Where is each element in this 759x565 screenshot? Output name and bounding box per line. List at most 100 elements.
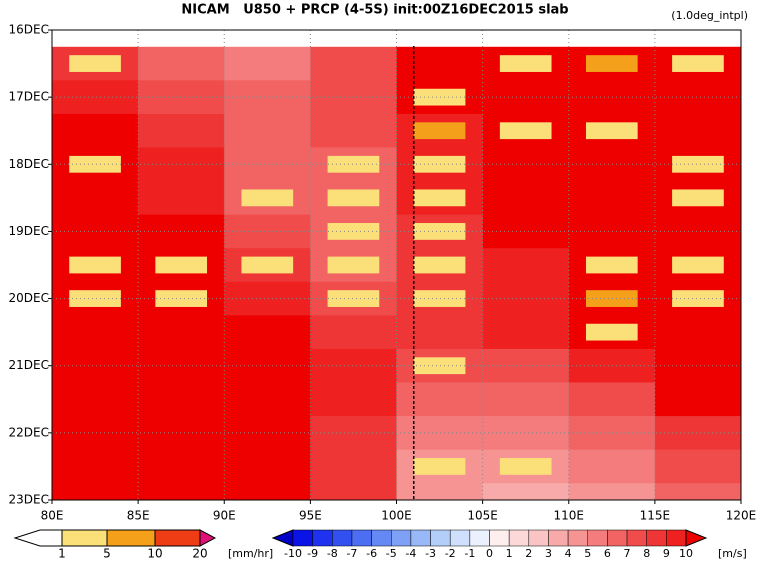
- u850-cell: [138, 46, 225, 81]
- precip-cell: [499, 55, 552, 72]
- u850-cell: [654, 382, 742, 417]
- u850-cell: [482, 382, 570, 417]
- u850-cell: [224, 483, 311, 501]
- colorbar-label: -10: [284, 547, 302, 560]
- y-tick-label: 16DEC: [9, 23, 49, 37]
- u850-cell: [482, 348, 570, 383]
- y-tick-label: 18DEC: [9, 157, 49, 171]
- colorbar-segment: [567, 529, 588, 547]
- u850-cell: [482, 315, 570, 350]
- colorbar-segment: [469, 529, 490, 547]
- u850-cell: [138, 449, 225, 484]
- u850-cell: [52, 449, 139, 484]
- x-tick-label: 115E: [640, 509, 671, 523]
- precip-cell: [585, 290, 638, 307]
- y-tick-label: 20DEC: [9, 291, 49, 305]
- colorbar-segment: [626, 529, 647, 547]
- precip-cell: [413, 458, 466, 475]
- u850-cell: [482, 483, 570, 501]
- colorbar-label: -2: [445, 547, 456, 560]
- u850-cell: [224, 449, 311, 484]
- colorbar-label: -5: [386, 547, 397, 560]
- u850-cell: [224, 416, 311, 451]
- y-tick-label: 23DEC: [9, 493, 49, 507]
- precip-cell: [413, 122, 466, 140]
- u850-cell: [482, 416, 570, 451]
- colorbar-segment: [685, 529, 708, 547]
- plot-frame: [51, 29, 742, 501]
- colorbar-label: 5: [584, 547, 591, 560]
- precip-cell: [585, 122, 638, 140]
- precip-cell: [69, 55, 121, 72]
- precip-cell: [585, 256, 638, 274]
- precip-cell: [155, 256, 208, 274]
- colorbar-label: -3: [425, 547, 436, 560]
- u850-cell: [396, 46, 484, 81]
- colorbar-segment: [154, 529, 201, 547]
- colorbar-segment: [61, 529, 108, 547]
- colorbar-segment: [391, 529, 412, 547]
- colorbar-label: 10: [147, 547, 162, 561]
- precip-cell: [672, 155, 724, 173]
- u850-cell: [224, 80, 311, 115]
- precip-cell: [327, 155, 380, 173]
- u850-cell: [52, 382, 139, 417]
- colorbar-label: 1: [58, 547, 66, 561]
- u850-cell: [138, 382, 225, 417]
- precip-cell: [672, 189, 724, 207]
- colorbar-segment: [548, 529, 569, 547]
- u850-cell: [52, 315, 139, 350]
- u850-cell: [224, 214, 311, 249]
- u850-cell: [482, 80, 570, 115]
- u850-cell: [138, 80, 225, 115]
- colorbar-unit: [m/s]: [718, 547, 747, 560]
- precip-cell: [413, 290, 466, 307]
- precip-cell: [241, 256, 294, 274]
- u850-cell: [654, 315, 742, 350]
- u850-cell: [52, 113, 139, 148]
- u850-cell: [568, 382, 656, 417]
- u850-cell: [224, 147, 311, 182]
- colorbar-segment: [351, 529, 372, 547]
- u850-cell: [482, 248, 570, 283]
- colorbar-segment: [410, 529, 431, 547]
- precip-cell: [585, 323, 638, 341]
- u850-cell: [310, 46, 397, 81]
- colorbar-label: 10: [679, 547, 693, 560]
- u850-cell: [654, 80, 742, 115]
- colorbar-label: 4: [565, 547, 572, 560]
- colorbar-label: -9: [307, 547, 318, 560]
- colorbar-label: 2: [525, 547, 532, 560]
- u850-cell: [138, 348, 225, 383]
- u850-cell: [224, 113, 311, 148]
- y-tick-label: 17DEC: [9, 90, 49, 104]
- u850-cell: [482, 214, 570, 249]
- u850-cell: [224, 46, 311, 81]
- colorbar-label: 7: [624, 547, 631, 560]
- u850-cell: [654, 113, 742, 148]
- colorbar-segment: [106, 529, 156, 547]
- colorbar-segment: [489, 529, 510, 547]
- chart-title: NICAM U850 + PRCP (4-5S) init:00Z16DEC20…: [181, 3, 568, 18]
- colorbar-label: -8: [327, 547, 338, 560]
- u850-cell: [568, 449, 656, 484]
- x-tick-label: 80E: [41, 509, 64, 523]
- u850-cell: [310, 449, 397, 484]
- precip-cell: [327, 256, 380, 274]
- u850-cell: [138, 416, 225, 451]
- colorbar-segment: [449, 529, 471, 547]
- colorbar-segment: [508, 529, 530, 547]
- colorbar-segment: [199, 529, 217, 547]
- colorbar-segment: [646, 529, 667, 547]
- precip-cell: [413, 189, 466, 207]
- precip-cell: [413, 88, 466, 106]
- colorbar-segment: [312, 529, 333, 547]
- colorbar-label: -6: [366, 547, 377, 560]
- colorbar-label: -7: [346, 547, 357, 560]
- precip-cell: [69, 290, 121, 307]
- colorbar-segment: [292, 529, 313, 547]
- precip-cell: [499, 122, 552, 140]
- u850-cell: [310, 483, 397, 501]
- x-tick-label: 110E: [554, 509, 585, 523]
- u850-cell: [138, 483, 225, 501]
